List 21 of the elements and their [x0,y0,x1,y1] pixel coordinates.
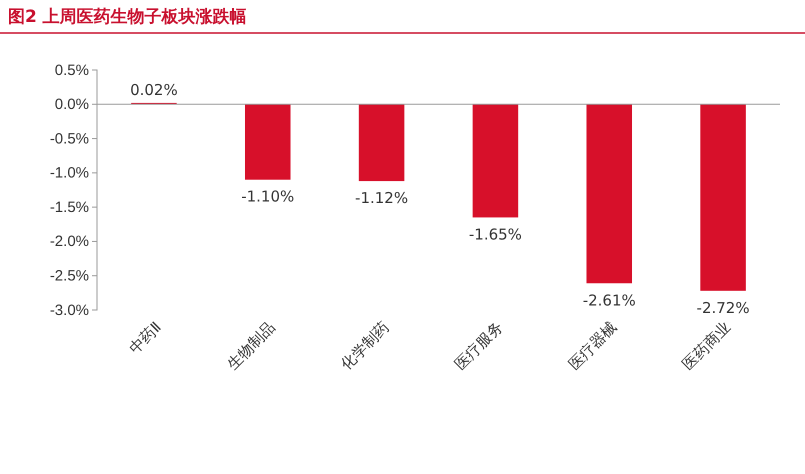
data-label: -1.65% [468,225,522,244]
x-tick-label: 医疗器械 [564,318,620,374]
data-label: -2.72% [696,298,750,317]
y-tick-label: -0.5% [50,130,89,148]
x-tick-label: 医药商业 [678,318,734,374]
data-label: -1.12% [355,189,408,208]
y-tick-label: -2.0% [50,233,89,250]
x-tick-label: 化学制药 [337,318,392,374]
data-label: -1.10% [241,188,294,206]
data-label: -2.61% [582,291,636,310]
x-tick-label: 生物制品 [223,318,279,374]
data-label: 0.02% [130,80,178,99]
y-tick-label: -1.0% [50,164,89,182]
chart-title: 图2 上周医药生物子板块涨跌幅 [8,7,247,27]
y-tick-label: -3.0% [50,302,89,319]
x-tick-label: 中药Ⅱ [126,318,165,358]
y-tick-label: -1.5% [50,198,89,216]
y-tick-label: 0.5% [54,62,89,79]
y-tick-label: -2.5% [50,268,89,285]
y-tick-label: 0.0% [54,96,89,114]
x-tick-label: 医疗服务 [451,318,506,374]
